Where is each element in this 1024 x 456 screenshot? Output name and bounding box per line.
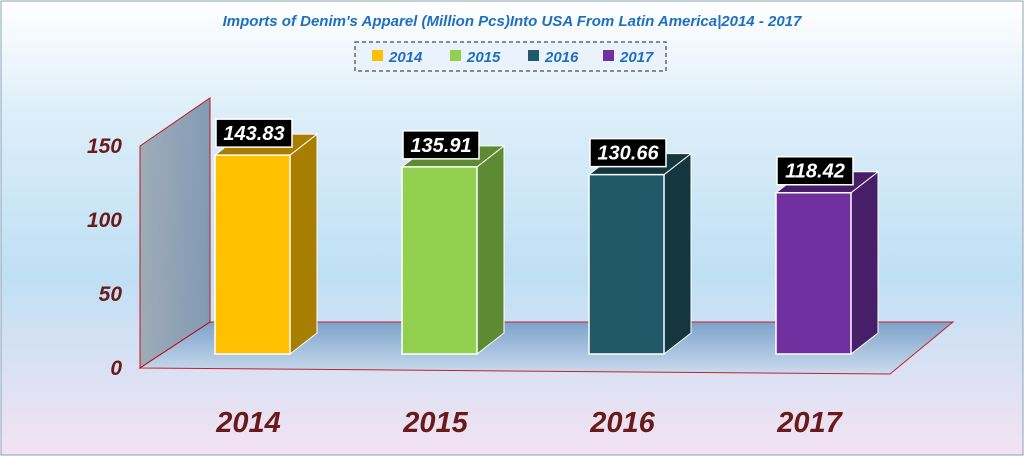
chart-title: Imports of Denim's Apparel (Million Pcs)… (223, 13, 802, 30)
bar-side (476, 144, 505, 356)
legend-box (354, 41, 667, 72)
bar-front (588, 173, 665, 355)
x-tick-label: 2015 (402, 407, 468, 439)
y-tick-label: 100 (87, 209, 122, 232)
legend-swatch (372, 50, 383, 61)
data-label-box (402, 130, 480, 160)
legend-swatch (528, 50, 539, 61)
data-label: 143.83 (215, 118, 293, 148)
x-axis: 2014 2015 2016 2017 (215, 407, 843, 439)
bar-front (401, 166, 478, 355)
data-label-text: 118.42 (785, 161, 845, 183)
y-tick-label: 0 (110, 357, 122, 380)
y-tick-label: 50 (99, 283, 123, 306)
bar-side (289, 133, 318, 356)
data-labels: 143.83 135.91 130.66 118.42 (215, 118, 854, 186)
x-tick-label: 2016 (589, 407, 655, 439)
floor (138, 321, 955, 375)
data-label: 135.91 (402, 130, 480, 160)
data-label-text: 135.91 (410, 135, 471, 157)
legend-label: 2015 (466, 49, 501, 66)
data-label: 130.66 (589, 137, 667, 168)
bar (213, 133, 319, 356)
bar (400, 144, 506, 356)
bar (774, 170, 880, 356)
data-label-text: 130.66 (597, 143, 659, 165)
data-label: 118.42 (776, 155, 854, 186)
bar-front (214, 154, 291, 355)
legend-label: 2016 (544, 49, 579, 66)
data-label-text: 143.83 (223, 123, 284, 145)
x-tick-label: 2014 (215, 407, 281, 439)
legend-label: 2014 (388, 49, 423, 66)
bar-side (850, 170, 879, 356)
y-axis: 0 50 100 150 (87, 135, 122, 380)
legend-label: 2017 (619, 49, 654, 66)
data-label-box (215, 118, 293, 148)
legend-swatch (450, 50, 461, 61)
y-tick-label: 150 (87, 135, 122, 158)
back-wall (139, 97, 211, 369)
data-label-box (776, 155, 854, 186)
bar-front (775, 191, 852, 355)
data-label-box (589, 137, 667, 168)
bar (587, 152, 693, 356)
x-tick-label: 2017 (776, 407, 843, 439)
bar-side (663, 152, 692, 356)
legend-swatch (603, 50, 614, 61)
legend: 2014 2015 2016 2017 (372, 49, 654, 66)
